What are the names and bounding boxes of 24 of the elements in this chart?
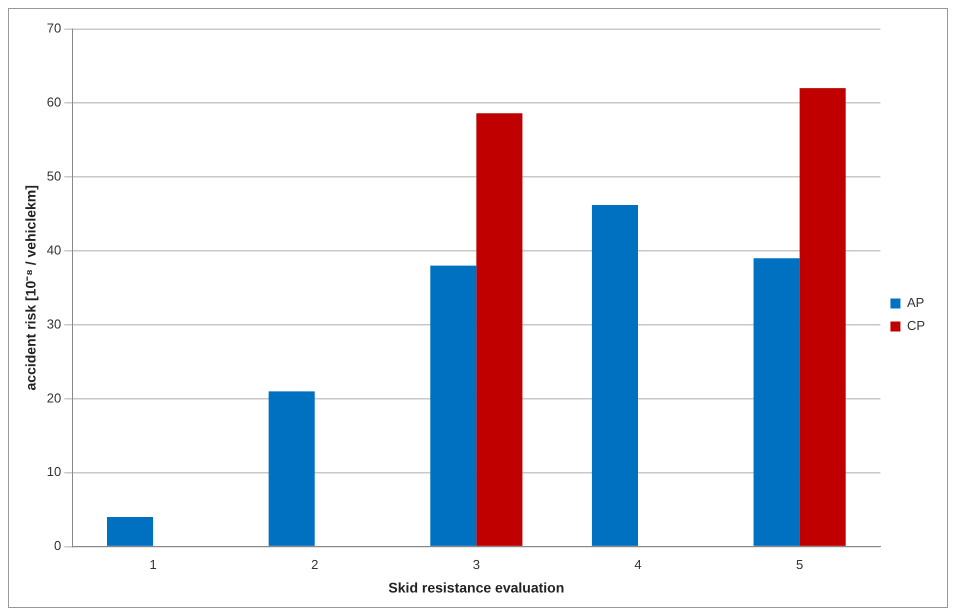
x-tick-label: 1 xyxy=(149,556,157,572)
legend-label: CP xyxy=(906,318,926,334)
x-axis-title: Skid resistance evaluation xyxy=(388,579,564,596)
y-tick-label: 20 xyxy=(46,390,62,406)
y-tick-label: 60 xyxy=(46,94,62,110)
x-tick-label: 2 xyxy=(311,556,318,572)
bar xyxy=(754,258,800,546)
y-tick-label: 40 xyxy=(46,242,62,258)
bar xyxy=(592,204,638,546)
x-tick-label: 4 xyxy=(634,556,642,572)
bar xyxy=(430,266,476,546)
legend-label: AP xyxy=(906,295,924,310)
x-tick-label: 3 xyxy=(472,556,480,572)
y-tick-label: 10 xyxy=(46,464,62,480)
bar xyxy=(107,517,154,546)
y-axis-title: accident risk [10⁻⁸ / vehiclekm] xyxy=(22,185,38,390)
x-tick-label: 5 xyxy=(796,556,804,572)
y-tick-label: 70 xyxy=(46,20,62,36)
bar xyxy=(476,113,522,546)
bar xyxy=(800,88,846,546)
y-tick-label: 0 xyxy=(54,538,62,554)
y-tick-label: 30 xyxy=(46,316,62,332)
bar xyxy=(268,391,315,546)
y-tick-label: 50 xyxy=(46,168,62,184)
